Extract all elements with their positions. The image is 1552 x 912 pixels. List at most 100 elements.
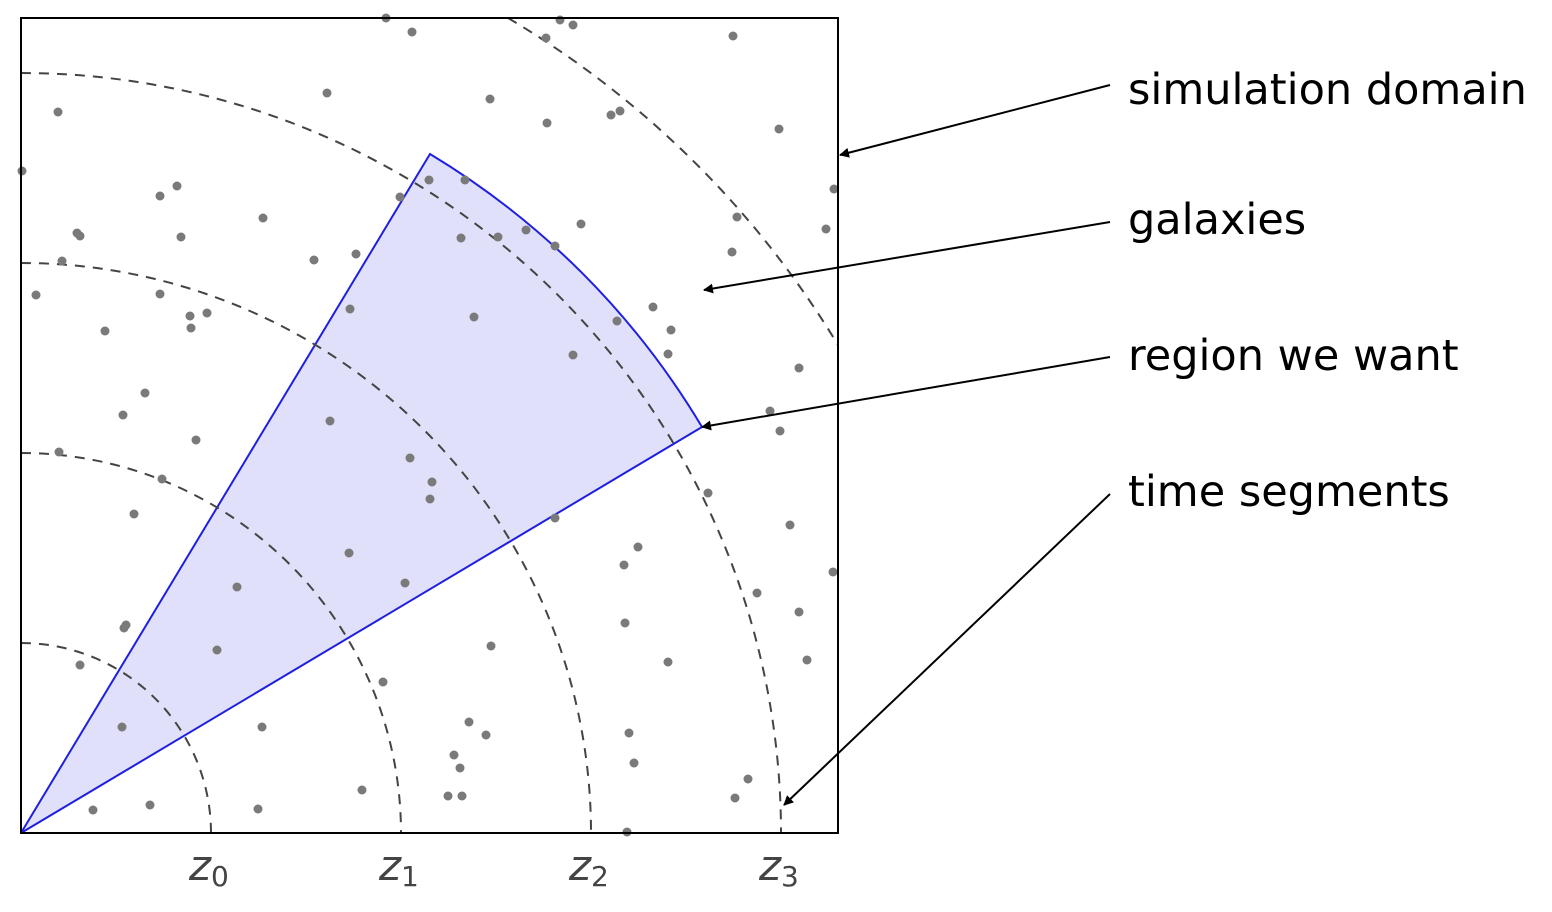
galaxy-dot bbox=[157, 474, 167, 484]
arc-z3 bbox=[20, 72, 782, 834]
galaxy-dot bbox=[424, 175, 434, 185]
galaxy-dot bbox=[75, 660, 85, 670]
galaxy-dot bbox=[542, 118, 552, 128]
galaxy-dot bbox=[31, 290, 41, 300]
galaxy-dot bbox=[481, 730, 491, 740]
galaxy-dot bbox=[633, 542, 643, 552]
galaxy-dot bbox=[407, 27, 417, 37]
galaxy-dot bbox=[191, 435, 201, 445]
galaxy-dot bbox=[464, 717, 474, 727]
label-time-segments: time segments bbox=[1128, 467, 1450, 517]
arc-z0 bbox=[20, 642, 212, 834]
arrow-galaxies bbox=[703, 221, 1111, 294]
galaxy-dot bbox=[794, 607, 804, 617]
axis-label-z3: z3 bbox=[758, 841, 799, 893]
arc-z1 bbox=[20, 452, 402, 834]
galaxy-dot bbox=[345, 304, 355, 314]
galaxy-dot bbox=[550, 513, 560, 523]
annotation-arrows bbox=[701, 84, 1111, 806]
galaxy-dot bbox=[629, 758, 639, 768]
galaxy-dot bbox=[568, 350, 578, 360]
galaxy-dot bbox=[550, 241, 560, 251]
label-simulation-domain: simulation domain bbox=[1128, 65, 1527, 115]
galaxy-dot bbox=[129, 509, 139, 519]
galaxy-dot bbox=[443, 791, 453, 801]
galaxy-dot bbox=[828, 567, 838, 577]
galaxy-dot bbox=[752, 588, 762, 598]
galaxy-dot bbox=[351, 249, 361, 259]
galaxy-dot bbox=[253, 804, 263, 814]
arrow-simulation-domain bbox=[839, 84, 1111, 158]
galaxy-dot bbox=[663, 657, 673, 667]
galaxy-dot bbox=[118, 410, 128, 420]
galaxy-dot bbox=[663, 349, 673, 359]
galaxy-dot bbox=[155, 289, 165, 299]
galaxy-points bbox=[17, 13, 839, 837]
galaxy-dot bbox=[176, 232, 186, 242]
galaxy-dot bbox=[457, 791, 467, 801]
galaxy-dot bbox=[53, 107, 63, 117]
axis-label-z0: z0 bbox=[188, 841, 229, 893]
galaxy-dot bbox=[405, 453, 415, 463]
galaxy-dot bbox=[666, 325, 676, 335]
galaxy-dot bbox=[765, 406, 775, 416]
arrow-time-segments bbox=[783, 493, 1111, 806]
galaxy-dot bbox=[322, 88, 332, 98]
galaxy-dot bbox=[140, 388, 150, 398]
galaxy-dot bbox=[794, 363, 804, 373]
galaxy-dot bbox=[774, 124, 784, 134]
galaxy-dot bbox=[378, 677, 388, 687]
galaxy-dot bbox=[620, 618, 630, 628]
simulation-domain-border bbox=[20, 17, 839, 834]
galaxy-dot bbox=[75, 231, 85, 241]
galaxy-dot bbox=[612, 316, 622, 326]
galaxy-dot bbox=[785, 520, 795, 530]
galaxy-dot bbox=[344, 548, 354, 558]
label-galaxies: galaxies bbox=[1128, 195, 1306, 245]
galaxy-dot bbox=[309, 255, 319, 265]
axis-label-z1: z1 bbox=[378, 841, 419, 893]
arrow-region-we-want bbox=[701, 356, 1111, 431]
galaxy-dot bbox=[155, 191, 165, 201]
galaxy-dot bbox=[732, 212, 742, 222]
time-segment-arcs bbox=[20, 17, 839, 834]
galaxy-dot bbox=[728, 31, 738, 41]
galaxy-dot bbox=[555, 15, 565, 25]
galaxy-dot bbox=[427, 477, 437, 487]
galaxy-dot bbox=[212, 645, 222, 655]
galaxy-dot bbox=[485, 94, 495, 104]
arc-outer bbox=[507, 17, 839, 346]
galaxy-dot bbox=[145, 800, 155, 810]
galaxy-dot bbox=[775, 426, 785, 436]
galaxy-dot bbox=[521, 225, 531, 235]
galaxy-dot bbox=[172, 181, 182, 191]
galaxy-dot bbox=[730, 793, 740, 803]
galaxy-dot bbox=[460, 175, 470, 185]
galaxy-dot bbox=[493, 232, 503, 242]
galaxy-dot bbox=[232, 582, 242, 592]
galaxy-dot bbox=[357, 785, 367, 795]
galaxy-dot bbox=[449, 750, 459, 760]
galaxy-dot bbox=[541, 33, 551, 43]
galaxy-dot bbox=[568, 20, 578, 30]
label-region-we-want: region we want bbox=[1128, 331, 1459, 381]
galaxy-dot bbox=[57, 256, 67, 266]
galaxy-dot bbox=[802, 655, 812, 665]
region-wedge bbox=[20, 152, 704, 834]
galaxy-dot bbox=[100, 326, 110, 336]
galaxy-dot bbox=[624, 728, 634, 738]
galaxy-dot bbox=[425, 494, 435, 504]
galaxy-dot bbox=[185, 311, 195, 321]
galaxy-dot bbox=[117, 722, 127, 732]
galaxy-dot bbox=[455, 763, 465, 773]
galaxy-dot bbox=[456, 233, 466, 243]
galaxy-dot bbox=[606, 110, 616, 120]
galaxy-dot bbox=[202, 308, 212, 318]
galaxy-dot bbox=[619, 560, 629, 570]
galaxy-dot bbox=[469, 312, 479, 322]
galaxy-dot bbox=[648, 302, 658, 312]
galaxy-dot bbox=[400, 578, 410, 588]
galaxy-dot bbox=[821, 224, 831, 234]
galaxy-dot bbox=[486, 641, 496, 651]
